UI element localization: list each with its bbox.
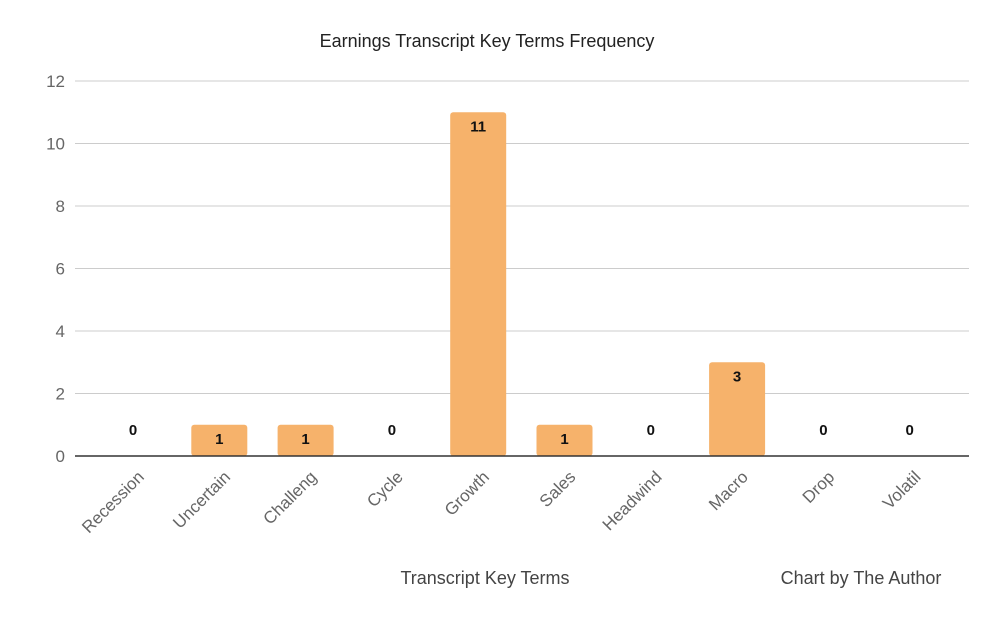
data-label: 1 xyxy=(215,431,223,448)
data-label: 0 xyxy=(906,422,914,439)
y-axis-ticks: 0 2 4 6 8 10 12 xyxy=(46,72,65,466)
bar-sales xyxy=(536,424,593,456)
x-axis-ticks: Recession Uncertain Challeng Cycle Growth Sal… xyxy=(78,467,924,537)
bar-macro xyxy=(709,362,766,456)
x-tick-label: Recession xyxy=(78,467,148,537)
y-tick-label: 6 xyxy=(56,260,65,279)
data-label: 0 xyxy=(647,422,655,439)
x-tick-label: Uncertain xyxy=(169,467,234,532)
data-label: 3 xyxy=(733,368,741,385)
y-tick-label: 12 xyxy=(46,72,65,91)
data-label: 0 xyxy=(819,422,827,439)
x-tick-label: Macro xyxy=(705,467,752,514)
y-tick-label: 8 xyxy=(56,197,65,216)
x-tick-label: Challeng xyxy=(260,467,321,528)
data-label: 1 xyxy=(301,431,309,448)
x-tick-label: Drop xyxy=(799,467,838,506)
y-tick-label: 10 xyxy=(46,135,65,154)
x-tick-label: Sales xyxy=(536,467,580,511)
x-tick-label: Growth xyxy=(441,467,493,519)
bar-uncertain xyxy=(191,424,248,456)
x-tick-label: Headwind xyxy=(599,467,666,534)
bar-growth xyxy=(450,112,507,456)
data-label: 11 xyxy=(470,118,486,135)
chart-credit: Chart by The Author xyxy=(781,568,942,588)
y-tick-label: 2 xyxy=(56,385,65,404)
grid-lines xyxy=(75,80,969,394)
chart-title: Earnings Transcript Key Terms Frequency xyxy=(320,31,655,51)
y-tick-label: 4 xyxy=(56,322,65,341)
x-tick-label: Volatil xyxy=(879,467,925,513)
data-label: 0 xyxy=(129,422,137,439)
x-tick-label: Cycle xyxy=(363,467,406,510)
x-axis-title: Transcript Key Terms xyxy=(400,568,569,588)
data-label: 1 xyxy=(560,431,568,448)
bar-challeng xyxy=(277,424,334,456)
bars xyxy=(191,112,766,456)
y-tick-label: 0 xyxy=(56,447,65,466)
data-label: 0 xyxy=(388,422,396,439)
